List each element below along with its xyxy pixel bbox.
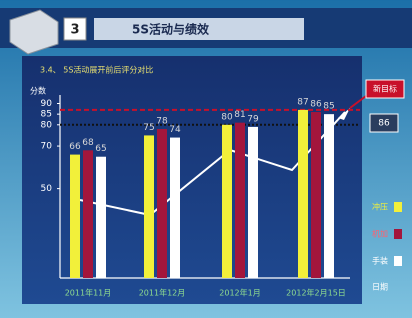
- slide-title: 5S活动与绩效: [132, 22, 210, 37]
- legend-label: 手装: [372, 256, 388, 266]
- value-label: 80: [221, 112, 233, 122]
- value-label: 87: [297, 97, 308, 107]
- value-label: 79: [247, 114, 259, 124]
- y-tick-label: 50: [41, 184, 53, 194]
- y-tick-label: 80: [41, 120, 53, 130]
- value-label: 65: [95, 144, 106, 154]
- callout-text: 86: [378, 119, 390, 129]
- x-tick-label: 2011年12月: [139, 288, 186, 298]
- page: {"header": {"number": "3", "title": "5S活…: [0, 0, 412, 318]
- y-axis-label: 分数: [30, 86, 46, 96]
- x-axis-label: 日期: [372, 283, 388, 292]
- x-tick-label: 2012年2月15日: [286, 288, 346, 298]
- value-label: 75: [143, 123, 154, 133]
- bar: [83, 150, 93, 278]
- bar: [96, 157, 106, 278]
- bar: [298, 110, 308, 278]
- bar: [170, 138, 180, 278]
- value-label: 81: [234, 110, 245, 120]
- value-label: 68: [82, 138, 94, 148]
- bar: [324, 114, 334, 278]
- y-tick-label: 90: [41, 99, 53, 109]
- x-tick-label: 2012年1月: [219, 288, 260, 298]
- bar: [248, 127, 258, 278]
- bar: [311, 112, 321, 278]
- value-label: 74: [169, 125, 181, 135]
- y-tick-label: 70: [41, 142, 53, 152]
- bar: [70, 155, 80, 278]
- legend-swatch: [394, 256, 402, 266]
- y-tick-label: 85: [41, 110, 52, 120]
- value-label: 78: [156, 117, 168, 127]
- bar: [235, 123, 245, 278]
- value-label: 86: [310, 100, 322, 110]
- value-label: 85: [323, 102, 334, 112]
- bar: [157, 129, 167, 278]
- chart-title: 3.4、 5S活动展开前后评分对比: [40, 65, 153, 75]
- x-tick-label: 2011年11月: [65, 288, 112, 298]
- bar: [222, 125, 232, 278]
- callout-text: 新目标: [373, 84, 397, 94]
- legend-label: 冲压: [372, 202, 388, 212]
- legend-label: 机加: [372, 229, 388, 239]
- slide: 3 5S活动与绩效 3.4、 5S活动展开前后评分对比 分数 新目标 86 日期…: [0, 0, 412, 318]
- section-number: 3: [70, 23, 79, 38]
- legend-swatch: [394, 229, 402, 239]
- value-label: 66: [69, 142, 81, 152]
- bar: [144, 135, 154, 278]
- legend-swatch: [394, 202, 402, 212]
